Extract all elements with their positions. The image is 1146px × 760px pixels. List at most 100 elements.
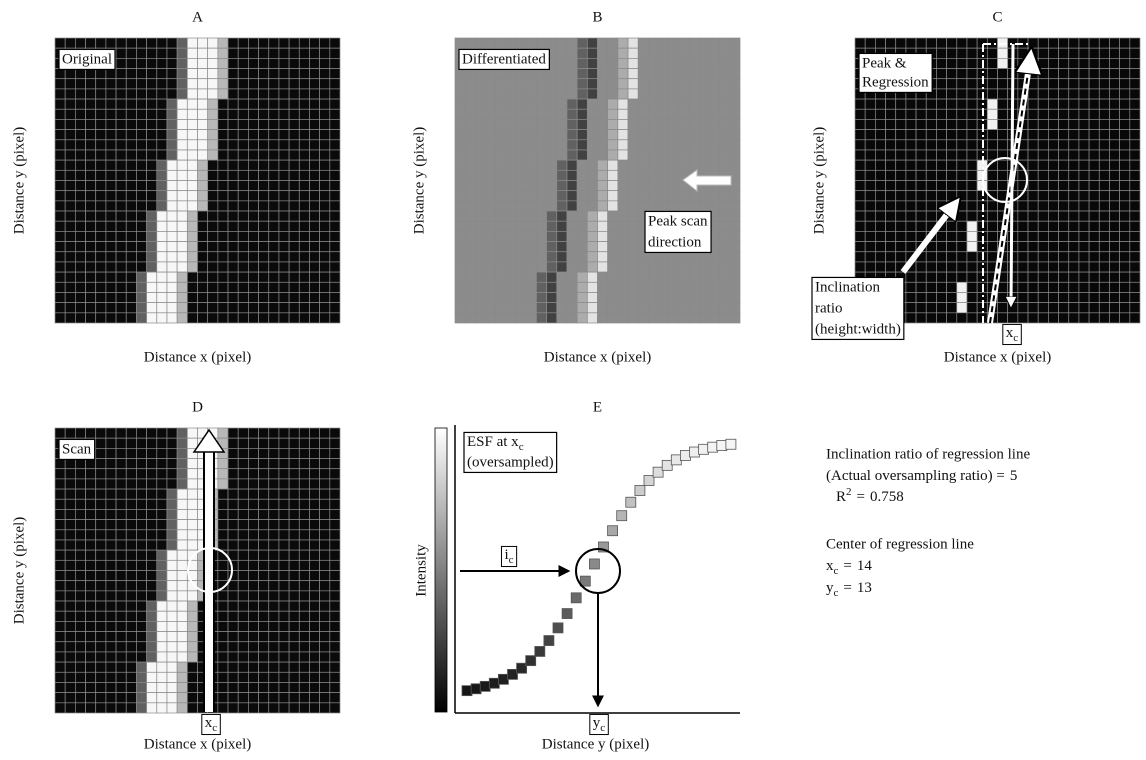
pixel [320, 652, 330, 662]
pixel [167, 632, 177, 642]
pixel [506, 150, 516, 160]
pixel [1099, 99, 1109, 109]
pixel [709, 119, 719, 129]
pixel [238, 201, 248, 211]
pixel [136, 242, 146, 252]
pixel [987, 48, 997, 58]
pixel [547, 272, 557, 282]
pixel [475, 221, 485, 231]
pixel [55, 303, 65, 313]
pixel [957, 130, 967, 140]
pixel [330, 38, 340, 48]
pixel [486, 292, 496, 302]
pixel [116, 591, 126, 601]
pixel [289, 313, 299, 323]
pixel [126, 540, 136, 550]
pixel [167, 479, 177, 489]
pixel [289, 272, 299, 282]
pixel [608, 191, 618, 201]
pixel [638, 109, 648, 119]
pixel [238, 181, 248, 191]
pixel [259, 459, 269, 469]
pixel [259, 601, 269, 611]
pixel [1109, 262, 1119, 272]
pixel [608, 79, 618, 89]
pixel [936, 38, 946, 48]
pixel [106, 303, 116, 313]
pixel [669, 140, 679, 150]
pixel [1099, 130, 1109, 140]
pixel [1059, 282, 1069, 292]
pixel [659, 48, 669, 58]
pixel [465, 303, 475, 313]
pixel [689, 201, 699, 211]
pixel [455, 231, 465, 241]
pixel [218, 58, 228, 68]
pixel [699, 119, 709, 129]
pixel [526, 89, 536, 99]
pixel [618, 262, 628, 272]
pixel [536, 282, 546, 292]
pixel [1048, 242, 1058, 252]
pixel [116, 520, 126, 530]
pixel [248, 272, 258, 282]
pixel [136, 642, 146, 652]
pixel [1018, 211, 1028, 221]
pixel [147, 89, 157, 99]
pixel [486, 262, 496, 272]
pixel [330, 662, 340, 672]
pixel [1099, 48, 1109, 58]
pixel [1038, 109, 1048, 119]
pixel [506, 252, 516, 262]
pixel [1048, 89, 1058, 99]
pixel [187, 438, 197, 448]
pixel [526, 99, 536, 109]
pixel [269, 489, 279, 499]
pixel [157, 499, 167, 509]
pixel [167, 550, 177, 560]
pixel [1109, 69, 1119, 79]
pixel [299, 303, 309, 313]
pixel [299, 48, 309, 58]
pixel [218, 48, 228, 58]
pixel [720, 130, 730, 140]
pixel [659, 303, 669, 313]
pixel [567, 150, 577, 160]
pixel [259, 191, 269, 201]
pixel [486, 313, 496, 323]
pixel [96, 69, 106, 79]
pixel [289, 201, 299, 211]
pixel [269, 642, 279, 652]
pixel [320, 242, 330, 252]
pixel [167, 79, 177, 89]
pixel [587, 211, 597, 221]
pixel [248, 48, 258, 58]
pixel [167, 262, 177, 272]
pixel [1038, 48, 1048, 58]
summary-text-label: = [857, 489, 865, 505]
pixel [906, 201, 916, 211]
pixel [1048, 313, 1058, 323]
pixel [618, 292, 628, 302]
pixel [516, 150, 526, 160]
pixel [598, 99, 608, 109]
pixel [618, 109, 628, 119]
pixel [289, 448, 299, 458]
pixel [577, 160, 587, 170]
pixel [567, 119, 577, 129]
pixel [608, 221, 618, 231]
pixel [906, 38, 916, 48]
pixel [177, 89, 187, 99]
pixel [187, 48, 197, 58]
pixel [289, 119, 299, 129]
pixel [516, 109, 526, 119]
pixel [177, 282, 187, 292]
pixel [659, 119, 669, 129]
pixel [157, 48, 167, 58]
pixel [1038, 201, 1048, 211]
pixel [486, 119, 496, 129]
pixel [1028, 150, 1038, 160]
pixel [279, 591, 289, 601]
pixel [228, 428, 238, 438]
pixel [577, 109, 587, 119]
